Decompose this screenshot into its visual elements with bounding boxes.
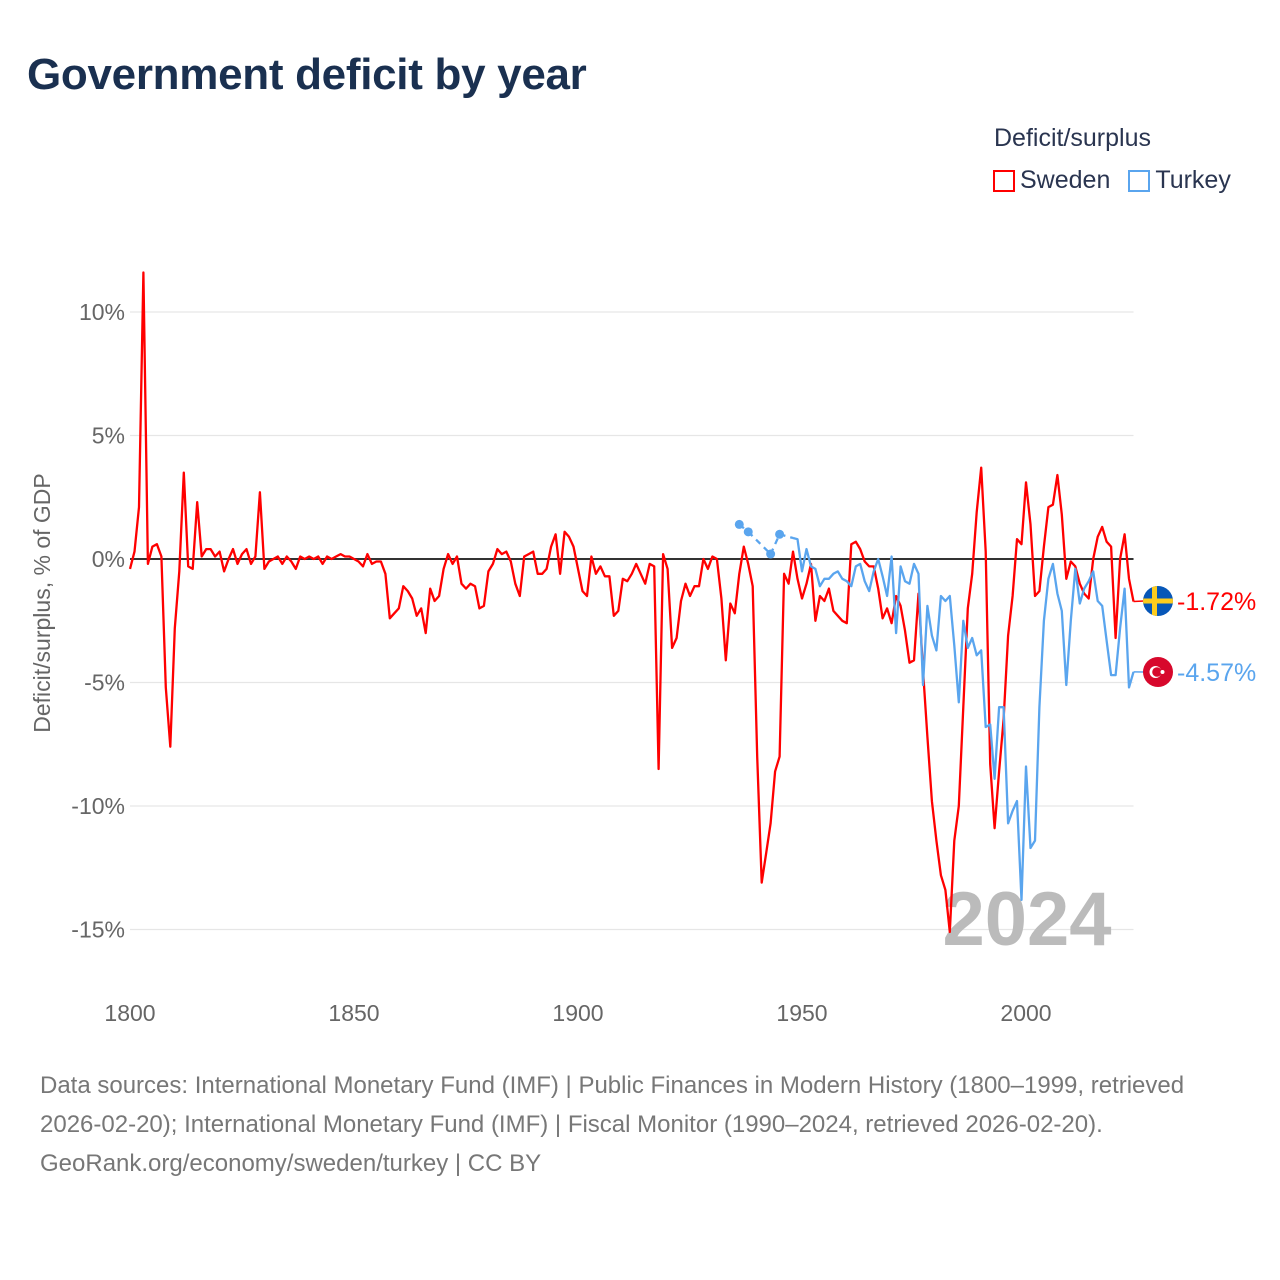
legend-item-turkey[interactable]: Turkey [1128, 166, 1231, 195]
x-tick-label: 1800 [104, 1000, 155, 1026]
year-watermark: 2024 [942, 877, 1111, 962]
y-tick-label: -10% [71, 793, 125, 819]
chart-title: Government deficit by year [27, 50, 587, 99]
series-gap-turkey [769, 533, 781, 555]
legend-swatch-turkey [1128, 169, 1151, 192]
series-line-turkey [792, 536, 1135, 902]
y-tick-label: 5% [92, 423, 125, 449]
y-tick-label: -15% [71, 917, 125, 943]
legend-label-turkey: Turkey [1155, 166, 1231, 194]
series-line-sweden [128, 271, 1135, 934]
flag-crescent-inner [1152, 667, 1162, 677]
sweden-flag-icon [1143, 586, 1173, 616]
y-tick-label: 10% [79, 299, 125, 325]
x-tick-label: 1950 [776, 1000, 827, 1026]
footer: Data sources: International Monetary Fun… [40, 1066, 1240, 1183]
credit-link[interactable]: GeoRank.org/economy/sweden/turkey | CC B… [40, 1150, 542, 1177]
end-value-label-turkey: -4.57% [1177, 659, 1256, 687]
y-tick-label: 0% [92, 546, 125, 572]
data-sources: Data sources: International Monetary Fun… [40, 1072, 1185, 1138]
flag-star [1160, 670, 1165, 674]
y-tick-label: -5% [84, 670, 125, 696]
legend-label-sweden: Sweden [1020, 166, 1111, 194]
turkey-flag-icon [1143, 657, 1173, 687]
x-tick-label: 2000 [1000, 1000, 1051, 1026]
legend-swatch-sweden [993, 169, 1015, 192]
y-axis-label: Deficit/surplus, % of GDP [29, 473, 55, 732]
legend-item-sweden[interactable]: Sweden [993, 166, 1110, 195]
series-gap-turkey [747, 531, 772, 555]
flag-cross-h [1143, 598, 1173, 604]
flag-cross-v [1152, 586, 1157, 616]
end-value-label-sweden: -1.72% [1177, 588, 1256, 616]
legend: Sweden Turkey [993, 166, 1231, 195]
legend-title: Deficit/surplus [994, 124, 1151, 152]
series-gap-turkey [779, 533, 794, 540]
x-tick-label: 1850 [328, 1000, 379, 1026]
x-tick-label: 1900 [552, 1000, 603, 1026]
series-gap-turkey [738, 523, 749, 533]
